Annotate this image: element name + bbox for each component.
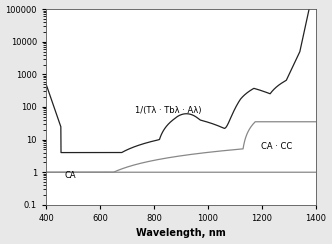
X-axis label: Wavelength, nm: Wavelength, nm <box>136 228 226 238</box>
Text: 1/(Tλ · Tbλ · Aλ): 1/(Tλ · Tbλ · Aλ) <box>135 106 202 115</box>
Text: CA: CA <box>65 171 77 180</box>
Text: CA · CC: CA · CC <box>261 142 292 151</box>
